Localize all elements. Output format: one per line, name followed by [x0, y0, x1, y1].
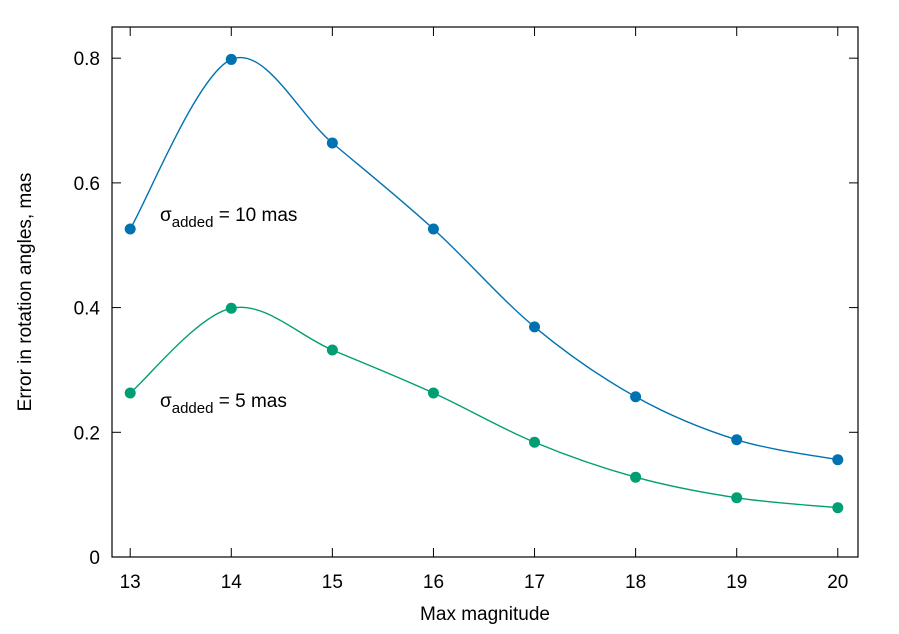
- data-point: [326, 344, 338, 356]
- x-tick-label: 15: [322, 572, 343, 593]
- x-tick-label: 19: [726, 572, 747, 593]
- annotation-text: = 10 mas: [213, 205, 297, 226]
- plot-frame: [111, 26, 859, 558]
- data-point: [832, 502, 844, 514]
- data-point: [225, 53, 237, 65]
- data-point: [529, 321, 541, 333]
- data-point: [326, 137, 338, 149]
- annotation: σadded = 5 mas: [160, 391, 287, 417]
- data-point: [731, 434, 743, 446]
- data-point: [731, 492, 743, 504]
- x-tick-label: 14: [221, 572, 243, 593]
- annotation-symbol: σ: [160, 205, 172, 226]
- annotation: σadded = 10 mas: [160, 205, 297, 231]
- data-point: [630, 471, 642, 483]
- x-tick-label: 13: [120, 572, 141, 593]
- x-tick-label: 20: [827, 572, 848, 593]
- y-tick-label: 0.2: [74, 423, 100, 444]
- x-tick-label: 17: [524, 572, 545, 593]
- annotation-subscript: added: [172, 214, 214, 231]
- y-tick-label: 0: [89, 548, 100, 569]
- y-tick-label: 0.6: [74, 174, 100, 195]
- annotation-text: = 5 mas: [213, 391, 286, 412]
- data-point: [832, 454, 844, 466]
- annotation-subscript: added: [172, 400, 214, 417]
- data-point: [630, 391, 642, 403]
- data-point: [427, 223, 439, 235]
- annotation-symbol: σ: [160, 391, 172, 412]
- data-point: [124, 223, 136, 235]
- y-axis-label: Error in rotation angles, mas: [15, 173, 36, 412]
- x-axis-label: Max magnitude: [420, 604, 550, 625]
- y-tick-label: 0.4: [74, 299, 101, 320]
- data-point: [124, 387, 136, 399]
- data-point: [529, 436, 541, 448]
- x-tick-label: 18: [625, 572, 646, 593]
- data-point: [427, 387, 439, 399]
- x-tick-label: 16: [423, 572, 444, 593]
- data-point: [225, 302, 237, 314]
- y-tick-label: 0.8: [74, 49, 100, 70]
